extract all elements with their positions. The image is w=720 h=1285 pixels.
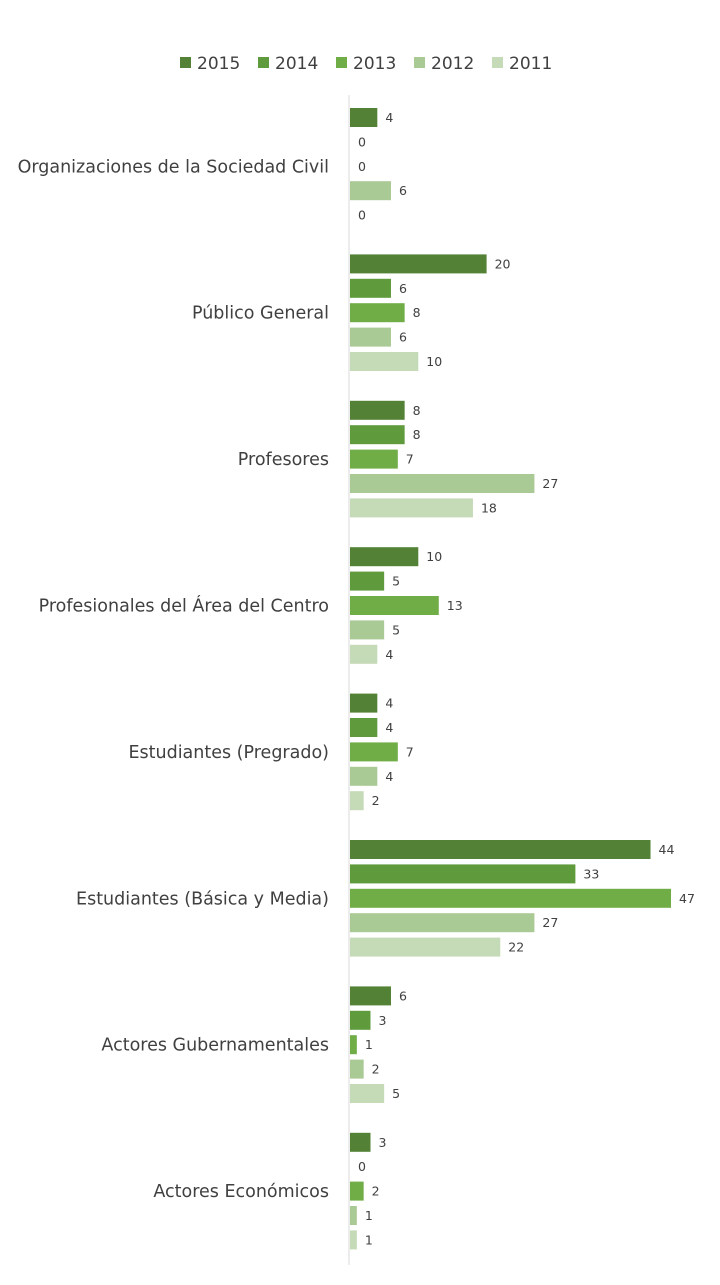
legend-label-2011: 2011 — [509, 54, 552, 74]
bar-cat-1-2013 — [350, 303, 405, 323]
data-label-cat-3-2014: 5 — [392, 574, 400, 589]
data-label-cat-2-2011: 18 — [481, 500, 497, 515]
bar-cat-3-2015 — [350, 547, 419, 567]
legend-label-2012: 2012 — [431, 54, 474, 74]
bar-cat-7-2011 — [350, 1230, 357, 1250]
data-label-cat-4-2013: 7 — [406, 744, 414, 759]
category-label-cat-5: Estudiantes (Básica y Media) — [76, 889, 329, 909]
bar-cat-4-2012 — [350, 766, 378, 786]
data-label-cat-5-2011: 22 — [508, 940, 524, 955]
legend-swatch-2015 — [180, 57, 191, 68]
data-label-cat-2-2012: 27 — [542, 476, 558, 491]
legend-label-2013: 2013 — [353, 54, 396, 74]
legend-swatch-2012 — [414, 57, 425, 68]
data-label-cat-5-2015: 44 — [659, 842, 675, 857]
data-label-cat-4-2015: 4 — [385, 696, 393, 711]
category-label-cat-3: Profesionales del Área del Centro — [39, 595, 329, 617]
data-label-cat-2-2013: 7 — [406, 452, 414, 467]
category-label-cat-4: Estudiantes (Pregrado) — [128, 743, 329, 763]
data-label-cat-3-2011: 4 — [385, 647, 393, 662]
data-label-cat-2-2015: 8 — [413, 403, 421, 418]
data-label-cat-6-2013: 1 — [365, 1037, 373, 1052]
bar-cat-5-2011 — [350, 937, 501, 957]
data-label-cat-4-2014: 4 — [385, 720, 393, 735]
legend-swatch-2013 — [336, 57, 347, 68]
bar-cat-1-2011 — [350, 352, 419, 371]
category-label-cat-2: Profesores — [238, 450, 329, 470]
data-label-cat-0-2011: 0 — [358, 208, 366, 223]
bar-cat-5-2014 — [350, 864, 576, 884]
bar-cat-6-2013 — [350, 1035, 357, 1055]
data-label-cat-0-2013: 0 — [358, 159, 366, 174]
data-label-cat-5-2014: 33 — [583, 866, 599, 881]
bar-cat-5-2015 — [350, 840, 651, 859]
category-label-cat-7: Actores Económicos — [153, 1182, 329, 1202]
data-label-cat-6-2011: 5 — [392, 1086, 400, 1101]
bar-cat-5-2013 — [350, 888, 672, 908]
data-label-cat-5-2012: 27 — [542, 915, 558, 930]
data-label-cat-4-2012: 4 — [385, 769, 393, 784]
legend-label-2015: 2015 — [197, 54, 240, 74]
data-label-cat-1-2013: 8 — [413, 305, 421, 320]
data-label-cat-1-2015: 20 — [495, 256, 511, 271]
bar-cat-0-2015 — [350, 108, 378, 127]
data-label-cat-1-2014: 6 — [399, 281, 407, 296]
bar-cat-1-2012 — [350, 327, 391, 347]
bar-cat-6-2015 — [350, 986, 391, 1006]
bar-cat-2-2012 — [350, 474, 535, 493]
data-label-cat-0-2014: 0 — [358, 134, 366, 149]
data-label-cat-2-2014: 8 — [413, 427, 421, 442]
data-label-cat-3-2013: 13 — [447, 598, 463, 613]
data-label-cat-6-2014: 3 — [378, 1013, 386, 1028]
bar-cat-2-2014 — [350, 425, 405, 445]
data-label-cat-6-2015: 6 — [399, 988, 407, 1003]
bar-cat-3-2012 — [350, 620, 385, 640]
data-label-cat-7-2012: 1 — [365, 1208, 373, 1223]
data-label-cat-4-2011: 2 — [372, 793, 380, 808]
bar-cat-7-2012 — [350, 1206, 357, 1225]
bar-cat-1-2014 — [350, 278, 391, 298]
bar-cat-7-2015 — [350, 1132, 371, 1152]
data-label-cat-3-2015: 10 — [426, 549, 442, 564]
bar-cat-1-2015 — [350, 254, 487, 274]
bar-cat-3-2013 — [350, 596, 439, 615]
data-label-cat-1-2012: 6 — [399, 330, 407, 345]
bar-cat-6-2012 — [350, 1059, 364, 1079]
data-label-cat-7-2014: 0 — [358, 1159, 366, 1174]
data-label-cat-3-2012: 5 — [392, 622, 400, 637]
legend-label-2014: 2014 — [275, 54, 318, 74]
data-label-cat-6-2012: 2 — [372, 1062, 380, 1077]
bar-cat-4-2015 — [350, 693, 378, 713]
bar-cat-4-2011 — [350, 791, 364, 811]
data-label-cat-7-2011: 1 — [365, 1232, 373, 1247]
legend-swatch-2014 — [258, 57, 269, 68]
bar-cat-2-2011 — [350, 498, 473, 518]
category-label-cat-1: Público General — [192, 304, 329, 324]
category-label-cat-6: Actores Gubernamentales — [101, 1036, 329, 1056]
bar-cat-3-2011 — [350, 644, 378, 664]
data-label-cat-7-2015: 3 — [378, 1135, 386, 1150]
bar-cat-6-2014 — [350, 1010, 371, 1030]
data-label-cat-7-2013: 2 — [372, 1184, 380, 1199]
bar-cat-3-2014 — [350, 571, 385, 591]
bar-cat-5-2012 — [350, 913, 535, 933]
bar-cat-6-2011 — [350, 1084, 385, 1103]
category-label-cat-0: Organizaciones de la Sociedad Civil — [18, 157, 329, 177]
bar-cat-7-2013 — [350, 1181, 364, 1201]
bar-cat-4-2014 — [350, 718, 378, 737]
data-label-cat-0-2015: 4 — [385, 110, 393, 125]
data-label-cat-0-2012: 6 — [399, 183, 407, 198]
data-label-cat-5-2013: 47 — [679, 891, 695, 906]
bar-cat-2-2013 — [350, 449, 398, 469]
bar-cat-2-2015 — [350, 400, 405, 420]
data-label-cat-1-2011: 10 — [426, 354, 442, 369]
legend-swatch-2011 — [492, 57, 503, 68]
bar-cat-0-2012 — [350, 181, 391, 201]
bar-cat-4-2013 — [350, 742, 398, 762]
